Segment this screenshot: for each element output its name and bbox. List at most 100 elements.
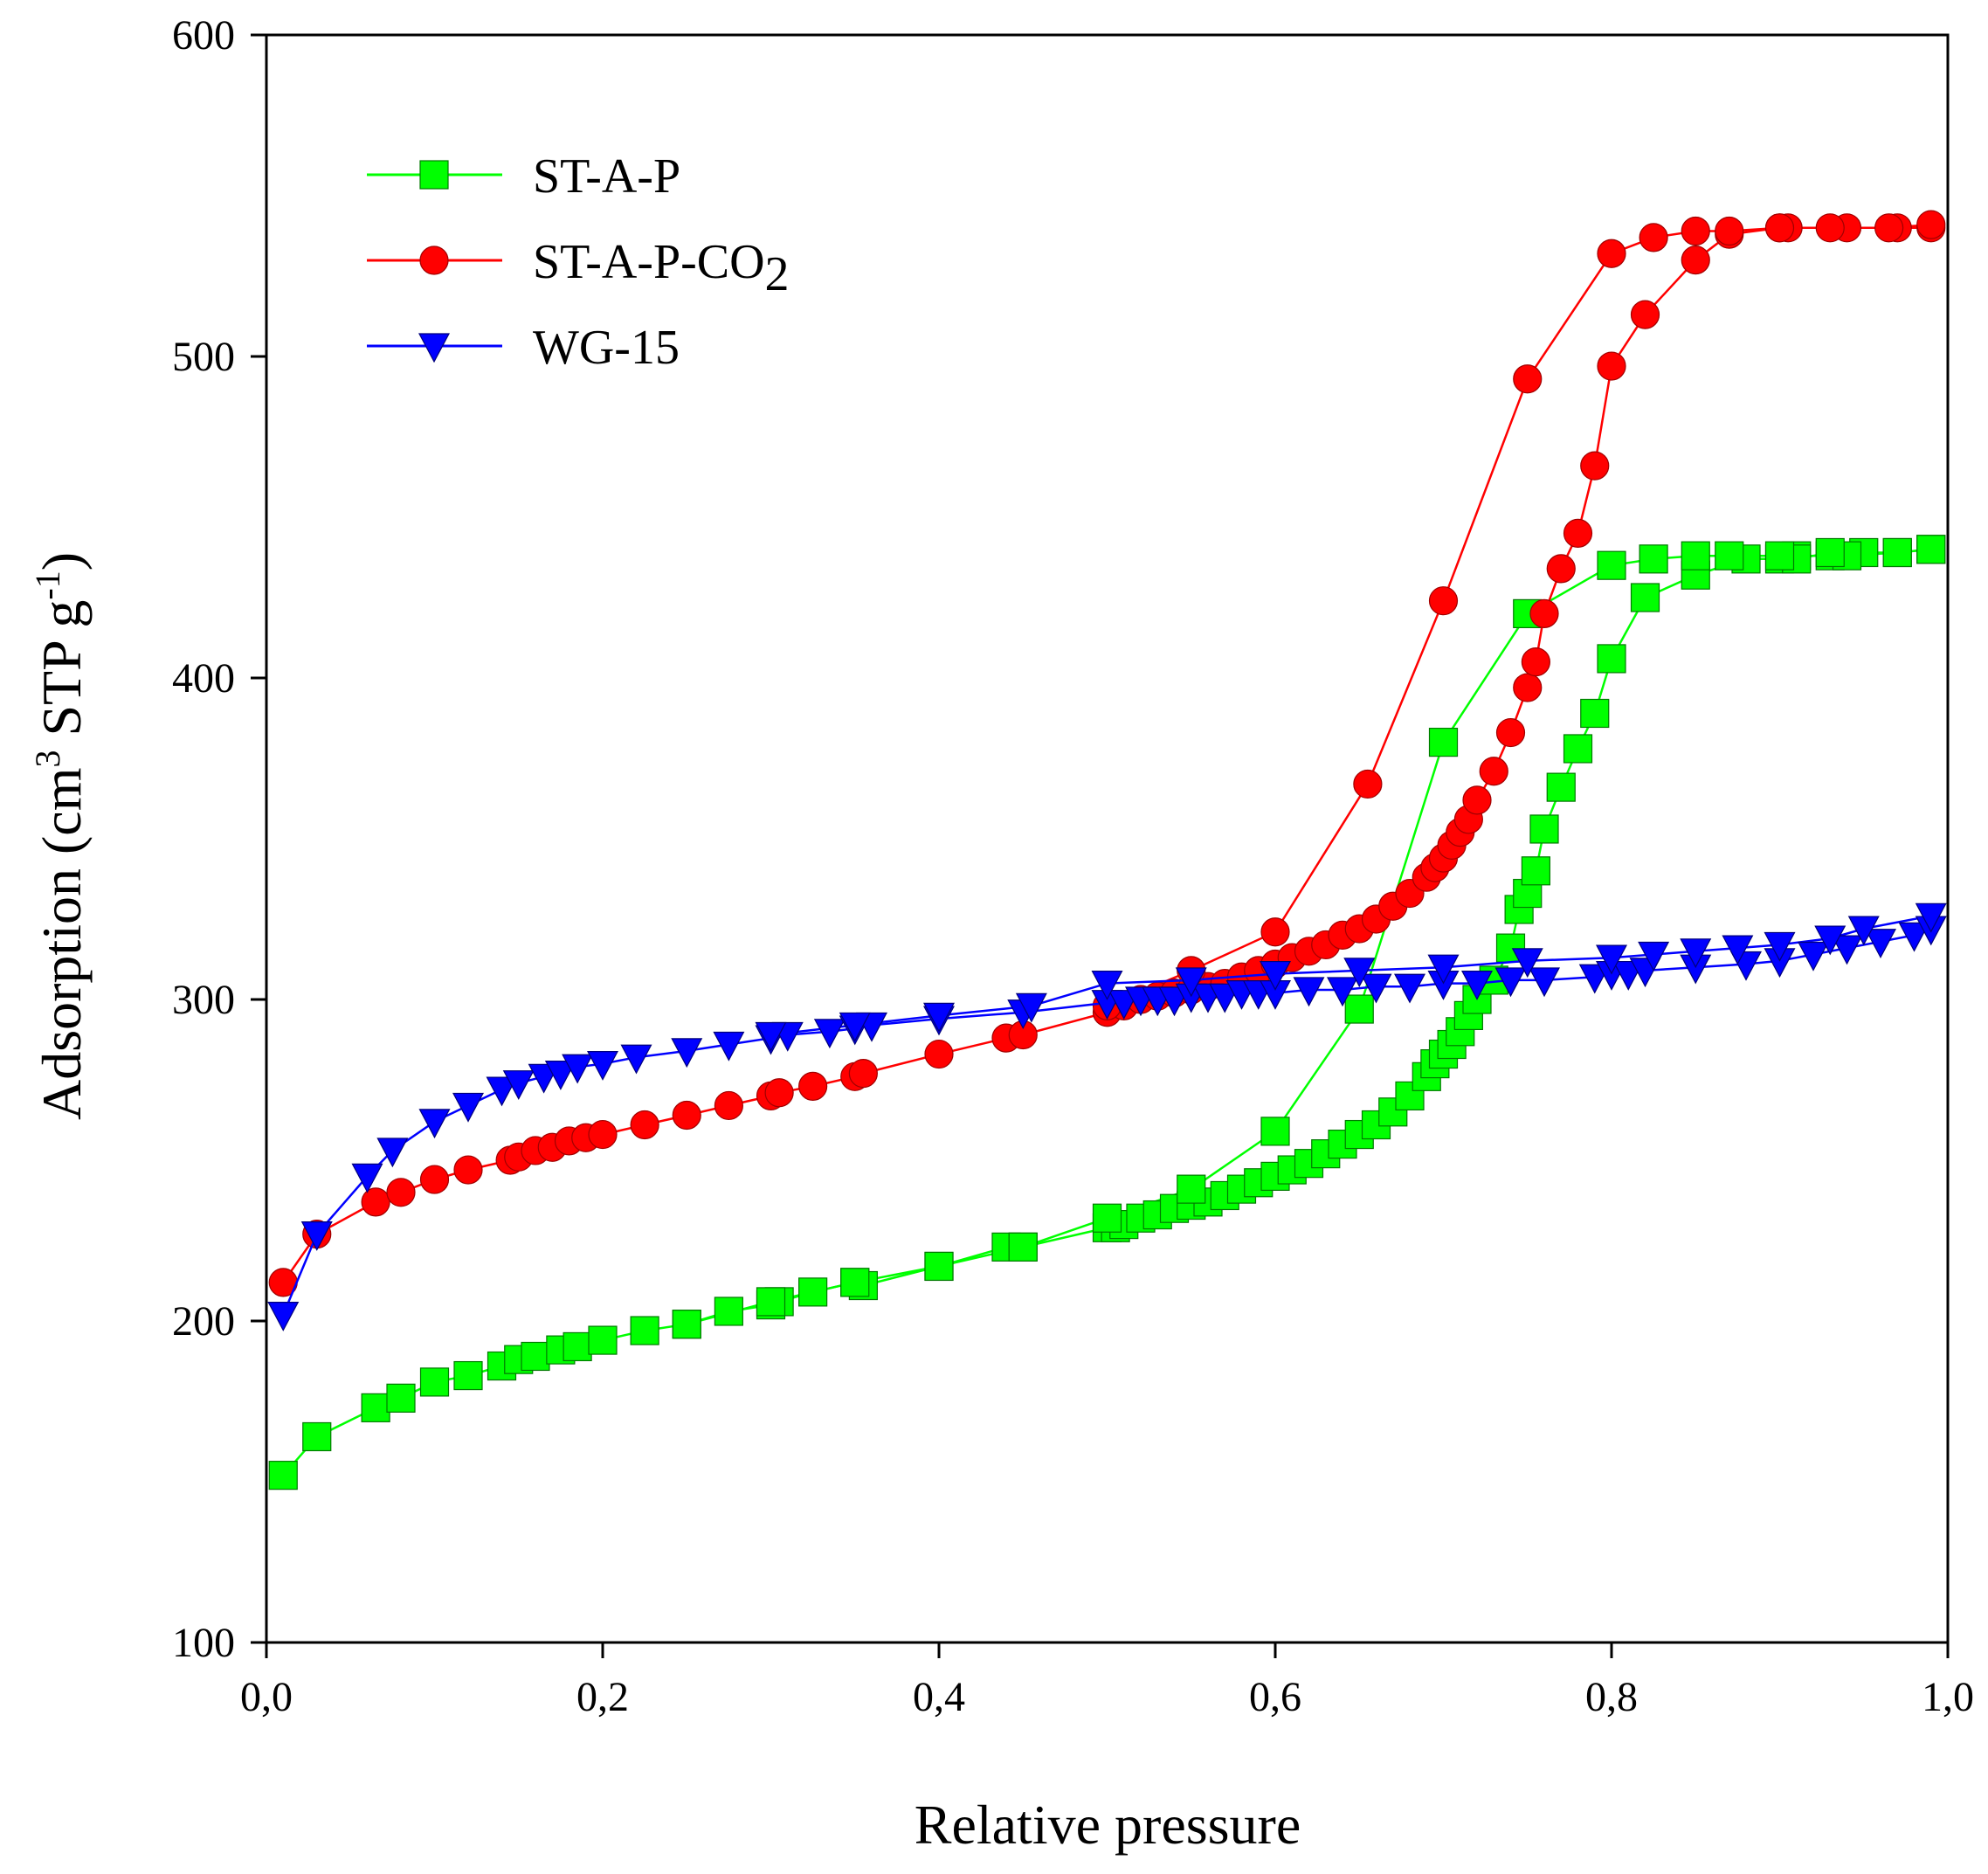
st-a-p-co2-desorption-point	[1916, 210, 1946, 239]
y-axis-title: Adsorption (cm3 STP g-1)	[28, 552, 93, 1120]
st-a-p-co2-desorption-point	[1597, 239, 1626, 268]
st-a-p-desorption-point	[756, 1287, 786, 1317]
series-wg-15	[267, 902, 1947, 1331]
st-a-p-desorption-point	[1428, 727, 1459, 757]
st-a-p-adsorption-point	[714, 1297, 743, 1326]
legend-label-main: WG-15	[533, 321, 680, 375]
wg-15-adsorption-point	[544, 1061, 576, 1090]
legend-label-st-a-p: ST-A-P	[533, 149, 680, 204]
wg-15-desorption-point	[1764, 931, 1796, 962]
st-a-p-co2-desorption-point	[1681, 216, 1710, 246]
wg-15-desorption-point	[923, 1002, 955, 1033]
st-a-p-adsorption-point	[1597, 644, 1626, 674]
wg-15-desorption-point	[1260, 960, 1291, 991]
st-a-p-co2-desorption-point	[1513, 364, 1543, 394]
st-a-p-adsorption-point	[630, 1316, 659, 1345]
st-a-p-co2-adsorption-point	[714, 1090, 743, 1121]
axes-group: 0,0 0,2 0,4 0,6 0,8 1,0 100 200 300 400 500 600	[172, 12, 1974, 1720]
x-tick-label: 0,6	[1249, 1674, 1301, 1720]
wg-15-adsorption-point	[452, 1092, 484, 1123]
legend-marker-st-a-p-co2	[419, 245, 449, 275]
wg-15-adsorption-point	[351, 1163, 383, 1193]
st-a-p-adsorption-point	[1521, 856, 1550, 886]
legend-marker-st-a-p	[419, 160, 449, 190]
legend-label-subscript: 2	[765, 247, 790, 301]
st-a-p-co2-desorption-point	[1815, 213, 1845, 243]
wg-15-adsorption-point	[486, 1076, 518, 1107]
wg-15-adsorption-point	[713, 1031, 745, 1061]
wg-15-adsorption-point	[1293, 977, 1325, 1007]
y-axis-title-mid: STP g	[31, 600, 93, 750]
st-a-p-desorption-point	[1008, 1232, 1038, 1262]
y-axis-title-end: )	[31, 552, 93, 570]
st-a-p-co2-adsorption-point	[588, 1119, 618, 1150]
st-a-p-desorption-point	[1639, 544, 1668, 574]
st-a-p-desorption-point	[1177, 1174, 1206, 1204]
st-a-p-desorption-point	[1344, 994, 1374, 1024]
st-a-p-adsorption-point	[453, 1360, 483, 1391]
wg-15-desorption-point	[1680, 938, 1712, 969]
st-a-p-adsorption-point	[1529, 814, 1559, 844]
st-a-p-adsorption-point	[563, 1331, 592, 1362]
st-a-p-co2-adsorption-point	[1580, 451, 1610, 481]
st-a-p-desorption-point	[672, 1310, 701, 1339]
st-a-p-adsorption-point	[386, 1383, 416, 1413]
wg-15-desorption-point	[1091, 970, 1123, 1000]
st-a-p-co2-desorption-point	[1260, 917, 1290, 947]
st-a-p-co2-desorption-point	[1764, 213, 1795, 243]
st-a-p-co2-desorption-point	[1639, 223, 1668, 252]
st-a-p-adsorption-point	[1563, 734, 1593, 764]
wg-15-adsorption-point	[1831, 935, 1863, 965]
wg-15-adsorption-point	[376, 1138, 409, 1168]
st-a-p-co2-adsorption-point	[1681, 245, 1710, 275]
st-a-p-co2-adsorption-point	[361, 1187, 390, 1217]
st-a-p-co2-desorption-point	[1874, 213, 1904, 243]
wg-15-desorption-point	[1511, 948, 1543, 978]
wg-15-desorption-point	[1638, 941, 1670, 972]
st-a-p-desorption-point	[1597, 550, 1626, 580]
st-a-p-adsorption-point	[1580, 698, 1610, 729]
wg-15-desorption-point	[1427, 954, 1460, 985]
y-axis-title-main: Adsorption (cm	[31, 768, 93, 1121]
st-a-p-desorption-point	[840, 1268, 870, 1297]
st-a-p-co2-adsorption-point	[1462, 785, 1492, 815]
wg-15-adsorption-point	[1798, 941, 1829, 972]
wg-15-desorption-point	[1175, 967, 1207, 998]
st-a-p-co2-adsorption-point	[924, 1039, 954, 1069]
y-tick-label: 500	[172, 334, 235, 380]
st-a-p-co2-adsorption-point	[1513, 673, 1543, 702]
legend-marker-wg-15	[418, 333, 450, 363]
st-a-p-desorption-point	[1764, 541, 1795, 570]
st-a-p-co2-adsorption-point	[1529, 598, 1559, 629]
wg-15-adsorption-point	[587, 1050, 618, 1081]
wg-15-desorption-point	[1015, 992, 1047, 1023]
wg-15-desorption-point	[839, 1012, 871, 1042]
x-tick-label: 1,0	[1922, 1674, 1974, 1720]
x-tick-label: 0,2	[576, 1674, 629, 1720]
series-st-a-p-co2	[268, 210, 1946, 1297]
wg-15-adsorption-point	[813, 1019, 846, 1049]
wg-15-adsorption-point	[562, 1054, 594, 1084]
series-group	[267, 210, 1947, 1490]
st-a-p-co2-adsorption-point	[672, 1100, 701, 1131]
legend-label-wg-15: WG-15	[533, 321, 680, 375]
st-a-p-co2-adsorption-point	[1479, 757, 1508, 786]
st-a-p-adsorption-point	[1546, 772, 1576, 802]
y-tick-label: 400	[172, 655, 235, 702]
wg-15-adsorption-point	[1898, 922, 1930, 952]
st-a-p-desorption-point	[1260, 1117, 1290, 1146]
wg-15-adsorption-point	[1327, 977, 1358, 1007]
y-axis-title-sup2: -1	[28, 570, 67, 599]
st-a-p-desorption-point	[1882, 537, 1912, 568]
st-a-p-co2-adsorption-point	[1546, 554, 1576, 584]
legend-label-main: ST-A-P-CO	[533, 235, 765, 289]
st-a-p-co2-adsorption-point	[1630, 300, 1660, 329]
wg-15-desorption-point	[755, 1021, 787, 1052]
st-a-p-desorption-point	[924, 1251, 954, 1282]
y-tick-label: 200	[172, 1298, 235, 1345]
st-a-p-co2-adsorption-point	[630, 1110, 659, 1140]
st-a-p-adsorption-point	[798, 1277, 828, 1307]
st-a-p-co2-adsorption-point	[764, 1078, 794, 1108]
st-a-p-co2-adsorption-point	[848, 1059, 878, 1089]
